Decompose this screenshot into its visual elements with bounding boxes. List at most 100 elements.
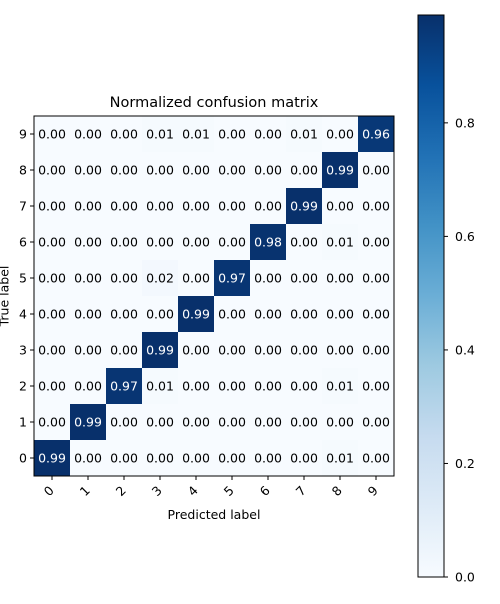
x-tick-label: 5 — [221, 483, 237, 499]
x-tick-label: 4 — [185, 483, 201, 499]
heatmap-cell — [34, 152, 70, 188]
heatmap-cell — [178, 260, 214, 296]
cell-value-label: 0.00 — [74, 379, 102, 394]
cell-value-label: 0.00 — [218, 235, 246, 250]
heatmap-cell — [322, 224, 358, 260]
heatmap-cell — [286, 152, 322, 188]
heatmap-cell — [70, 224, 106, 260]
cell-value-label: 0.00 — [290, 163, 318, 178]
heatmap-cell — [70, 404, 106, 440]
heatmap-cell — [286, 224, 322, 260]
cell-value-label: 0.00 — [362, 307, 390, 322]
heatmap-cells — [34, 116, 394, 476]
heatmap-cell — [142, 152, 178, 188]
cell-value-label: 0.00 — [182, 163, 210, 178]
heatmap-cell — [34, 404, 70, 440]
heatmap-cell — [214, 188, 250, 224]
cell-value-label: 0.00 — [218, 199, 246, 214]
heatmap-cell — [250, 116, 286, 152]
heatmap-cell — [286, 332, 322, 368]
heatmap-cell — [178, 404, 214, 440]
cell-value-label: 0.00 — [146, 307, 174, 322]
cell-value-label: 0.00 — [290, 379, 318, 394]
cell-value-label: 0.00 — [290, 271, 318, 286]
heatmap-cell — [70, 152, 106, 188]
cell-value-label: 0.00 — [110, 163, 138, 178]
cell-value-label: 0.00 — [110, 235, 138, 250]
heatmap-cell — [214, 260, 250, 296]
heatmap-cell — [178, 332, 214, 368]
x-tick-label: 6 — [257, 483, 273, 499]
cell-value-label: 0.00 — [74, 343, 102, 358]
heatmap-cell — [178, 440, 214, 476]
heatmap-cell — [286, 188, 322, 224]
cell-value-label: 0.00 — [74, 271, 102, 286]
y-axis-ticks: 0 1 2 3 4 5 6 7 8 9 — [19, 127, 34, 466]
cell-value-label: 0.01 — [326, 235, 354, 250]
heatmap-cell — [106, 260, 142, 296]
x-tick-label: 7 — [293, 483, 309, 499]
cell-value-label: 0.00 — [218, 451, 246, 466]
x-tick-label: 9 — [365, 483, 381, 499]
cell-value-label: 0.00 — [254, 271, 282, 286]
heatmap-cell — [250, 260, 286, 296]
cell-value-label: 0.00 — [146, 199, 174, 214]
cell-value-label: 0.00 — [362, 271, 390, 286]
cell-value-label: 0.00 — [254, 127, 282, 142]
cell-value-label: 0.00 — [326, 307, 354, 322]
cell-value-label: 0.01 — [326, 451, 354, 466]
cell-value-label: 0.00 — [218, 343, 246, 358]
cell-value-label: 0.00 — [254, 451, 282, 466]
cell-value-label: 0.99 — [38, 451, 66, 466]
cell-value-label: 0.00 — [38, 415, 66, 430]
cell-value-label: 0.00 — [38, 163, 66, 178]
x-axis-label: Predicted label — [168, 507, 261, 522]
heatmap-cell — [106, 296, 142, 332]
heatmap-cell — [106, 332, 142, 368]
cell-value-label: 0.00 — [182, 271, 210, 286]
cell-value-label: 0.00 — [110, 451, 138, 466]
cell-value-label: 0.00 — [218, 127, 246, 142]
cell-value-label: 0.99 — [74, 415, 102, 430]
cell-value-label: 0.00 — [74, 307, 102, 322]
heatmap-cell — [358, 332, 394, 368]
cell-value-label: 0.00 — [110, 415, 138, 430]
cell-value-label: 0.00 — [110, 343, 138, 358]
heatmap-cell — [178, 368, 214, 404]
heatmap-cell — [142, 224, 178, 260]
heatmap-cell — [358, 440, 394, 476]
plot-frame — [33, 115, 395, 477]
heatmap-cell — [358, 368, 394, 404]
heatmap-cell — [142, 188, 178, 224]
cell-value-label: 0.00 — [218, 163, 246, 178]
y-tick-label: 9 — [19, 127, 27, 142]
cell-value-label: 0.00 — [146, 415, 174, 430]
cell-value-label: 0.00 — [182, 379, 210, 394]
heatmap-cell — [322, 404, 358, 440]
cell-value-label: 0.00 — [254, 163, 282, 178]
heatmap-cell — [106, 116, 142, 152]
heatmap-cell — [214, 224, 250, 260]
cell-value-label: 0.00 — [182, 343, 210, 358]
heatmap-cell — [178, 116, 214, 152]
heatmap-cell — [106, 224, 142, 260]
heatmap-cell — [322, 152, 358, 188]
cell-value-label: 0.00 — [362, 379, 390, 394]
cell-value-label: 0.00 — [362, 163, 390, 178]
heatmap-cell — [34, 116, 70, 152]
colorbar — [417, 14, 445, 578]
heatmap-cell — [178, 152, 214, 188]
cell-value-label: 0.02 — [146, 271, 174, 286]
heatmap-cell — [70, 296, 106, 332]
heatmap-cell — [322, 440, 358, 476]
cell-value-label: 0.00 — [290, 307, 318, 322]
cell-value-label: 0.97 — [218, 271, 246, 286]
cell-value-label: 0.00 — [74, 163, 102, 178]
cell-value-label: 0.00 — [38, 235, 66, 250]
cell-value-label: 0.99 — [290, 199, 318, 214]
y-tick-label: 5 — [19, 271, 27, 286]
heatmap-cell — [322, 368, 358, 404]
heatmap-cell — [250, 332, 286, 368]
cell-value-label: 0.00 — [38, 199, 66, 214]
